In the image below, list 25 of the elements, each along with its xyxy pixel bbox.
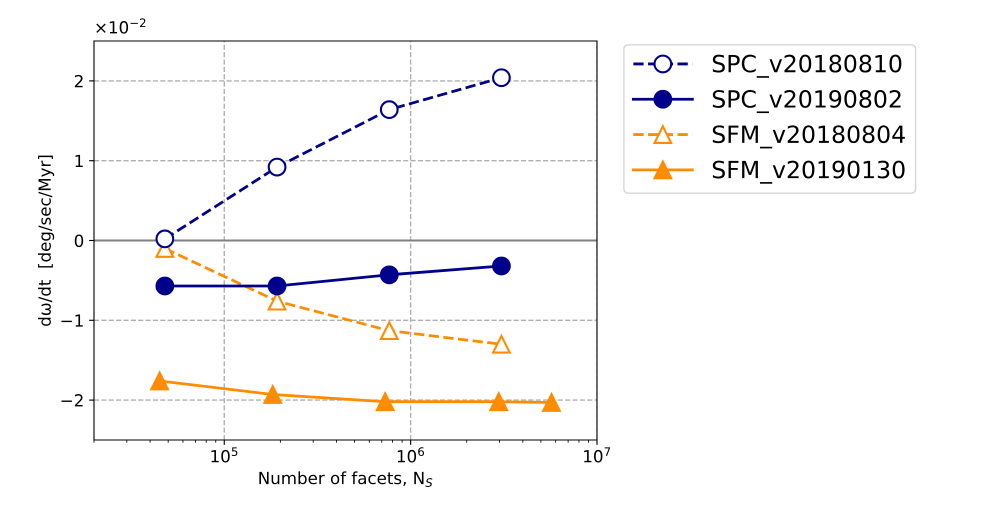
x-tick-label: 10$^{6}$ (398, 447, 424, 462)
y-tick-label: 1 (76, 154, 83, 168)
x-tick-label: 10$^{5}$ (211, 447, 238, 463)
point (492, 334, 511, 354)
point (268, 276, 286, 296)
legend-label: SFM_v20180804 (712, 125, 905, 148)
point (155, 230, 174, 248)
text: ×10$^{−2}$ (96, 18, 146, 34)
point (380, 100, 399, 120)
point (155, 276, 174, 296)
x-axis-title: Number of facets, N$_{S}$ (259, 471, 432, 487)
legend-label: SFM_v20190130 (712, 160, 905, 184)
y-tick-label: −1 (61, 314, 83, 327)
x-tick-label: 10$^{7}$ (584, 447, 610, 463)
y-tick-label: −2 (61, 394, 83, 406)
y-axis-title: dω/dt [deg/sec/Myr] (38, 156, 54, 326)
y-tick-label: 2 (74, 74, 83, 88)
point (492, 68, 511, 88)
point (268, 158, 286, 176)
legend-label: SPC_v20180810 (712, 54, 902, 78)
point (380, 321, 399, 340)
y-tick-label: 0 (74, 234, 84, 248)
legend-label: SPC_v20190802 (712, 90, 901, 114)
point (492, 256, 511, 276)
point (380, 265, 399, 284)
